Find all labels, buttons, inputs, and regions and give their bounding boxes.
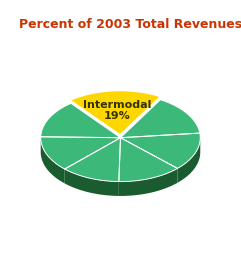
Polygon shape — [120, 133, 200, 168]
Polygon shape — [41, 138, 65, 183]
Polygon shape — [119, 168, 178, 196]
Polygon shape — [41, 137, 120, 169]
Polygon shape — [71, 91, 160, 135]
Polygon shape — [119, 138, 178, 182]
Polygon shape — [120, 100, 200, 138]
Polygon shape — [41, 103, 120, 138]
Polygon shape — [65, 169, 119, 196]
Polygon shape — [65, 138, 120, 182]
Text: Percent of 2003 Total Revenues: Percent of 2003 Total Revenues — [19, 18, 241, 31]
Polygon shape — [178, 138, 200, 183]
Text: Intermodal
19%: Intermodal 19% — [83, 100, 151, 121]
